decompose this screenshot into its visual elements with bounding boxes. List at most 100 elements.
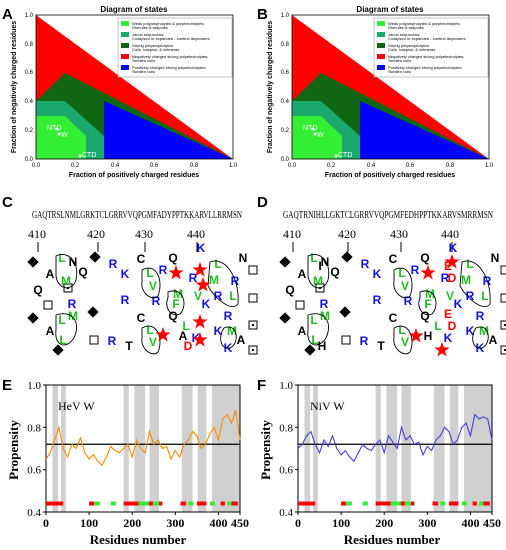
disorder-segment-green — [346, 501, 352, 506]
legend-text: Strong polyampholytes: — [388, 43, 430, 48]
disorder-segment-green — [138, 501, 149, 506]
residue-letter: R — [360, 334, 369, 348]
glycine-square — [63, 283, 73, 293]
residue-letter: C — [137, 252, 146, 266]
hca-plot: AQAQNACCTQQRKRKRKRRRKRKRRKRLNMLMLLVLVMFL… — [27, 241, 258, 356]
acidic-star — [192, 314, 208, 329]
state-diagram-a: Diagram of states 0.0 0.2 0.4 0.6 0.8 1.… — [11, 5, 238, 179]
legend-text: Swollen coils — [132, 69, 155, 74]
residue-letter: N — [239, 251, 248, 265]
hydrophobic-cluster-outline — [220, 326, 237, 349]
residue-letter: M — [173, 287, 183, 301]
x-tick-label: 0.8 — [446, 163, 455, 169]
disorder-segment-red — [231, 501, 238, 506]
residue-letter: M — [479, 324, 489, 338]
point-w — [57, 132, 61, 136]
residue-letter: E — [444, 307, 452, 321]
point-label-w: W — [317, 132, 324, 139]
x-tick-label: 0.4 — [367, 163, 376, 169]
residue-letter: M — [209, 273, 219, 287]
glycine-square — [500, 345, 506, 355]
legend-swatch — [377, 65, 385, 70]
acidic-star — [155, 327, 171, 342]
hydrophobic-cluster-outline — [418, 290, 437, 316]
state-points: NTD W CTD — [47, 125, 96, 159]
disorder-segment-red — [158, 501, 163, 506]
disorder-segment-green — [479, 501, 484, 506]
glycine-square — [315, 283, 325, 293]
residue-letter: R — [224, 309, 233, 323]
x-tick-label: 0.4 — [111, 163, 120, 169]
residue-letter: M — [320, 309, 330, 323]
proline-diamond — [304, 344, 316, 356]
state-diagram-title: Diagram of states — [356, 5, 424, 14]
residue-letter: K — [202, 297, 211, 311]
legend-text: Globules & tadpoles — [388, 25, 424, 30]
glycine-square — [500, 320, 506, 330]
shaded-region — [313, 385, 318, 512]
region-weak — [292, 116, 342, 159]
y-tick-label: 0.4 — [27, 507, 41, 519]
chart-annotation: NiV W — [310, 399, 345, 413]
x-tick-label: 0.0 — [32, 163, 41, 169]
legend: Weak polyampholytes & polyelectrolytes: … — [117, 17, 233, 78]
legend-text: Weak polyampholytes & polyelectrolytes: — [388, 21, 461, 26]
hydrophobic-cluster-outline — [393, 267, 413, 299]
x-tick-label: 0.6 — [150, 163, 159, 169]
residue-letter: R — [152, 294, 161, 308]
y-axis-label: Fraction of negatively charged residues — [267, 21, 274, 153]
residue-letter: M — [227, 324, 237, 338]
legend-text: Negatively charged strong polyelectrolyt… — [132, 54, 208, 59]
legend-text: Coils, hairpins, & chimeras — [132, 47, 179, 52]
residue-letter: F — [424, 297, 431, 311]
point-ntd — [311, 127, 315, 131]
y-tick-label: 0.6 — [27, 465, 41, 477]
legend-text: Globules & tadpoles — [132, 25, 168, 30]
residue-letter: R — [476, 309, 485, 323]
residue-letter: L — [146, 266, 153, 280]
x-tick-label: 1.0 — [229, 163, 238, 169]
residue-tick-label: 430 — [135, 227, 153, 241]
acidic-star — [408, 328, 424, 343]
panel-label-c: C — [2, 194, 13, 211]
x-tick-label: 400 — [209, 516, 227, 530]
residue-tick-label: 410 — [283, 227, 301, 241]
legend-swatch — [377, 54, 385, 59]
x-tick-label: 300 — [418, 516, 436, 530]
residue-letter: M — [68, 309, 78, 323]
hydrophobic-cluster-outline — [207, 260, 239, 307]
disorder-segment-green — [440, 501, 446, 506]
legend-text: Janus sequences: — [388, 32, 420, 37]
panel-label-e: E — [2, 377, 12, 394]
disorder-segment-red — [196, 501, 207, 506]
residue-letter: M — [313, 274, 323, 288]
glycine-square — [248, 320, 258, 330]
residue-letter: R — [108, 334, 117, 348]
proline-diamond — [27, 256, 39, 268]
x-tick-label: 100 — [332, 516, 350, 530]
x-tick-label: 0.8 — [190, 163, 199, 169]
legend-text: Swollen coils — [388, 69, 411, 74]
y-tick-label: 0.0 — [281, 157, 290, 163]
residue-letter: L — [398, 266, 405, 280]
y-tick-label: 0.2 — [25, 128, 34, 134]
legend-text: Strong polyampholytes: — [132, 43, 174, 48]
residue-tick-label: 420 — [87, 227, 105, 241]
hca-panel-d: GAQTRNIHLLGKTCLGRRVVQPGMFEDHPPTKKARVSMRR… — [279, 210, 506, 357]
residue-letter: L — [310, 251, 317, 265]
residue-letter: R — [441, 271, 450, 285]
point-w — [313, 132, 317, 136]
y-tick-label: 1.0 — [281, 13, 290, 19]
residue-letter: K — [121, 267, 130, 281]
x-axis-label: Fraction of positively charged residues — [69, 172, 199, 179]
serine-square — [504, 349, 506, 351]
residue-letter: N — [491, 251, 500, 265]
residue-tick-label: 410 — [28, 227, 46, 241]
glycine-square — [43, 300, 53, 310]
y-tick-label: 0.8 — [279, 422, 293, 434]
point-label-ntd: NTD — [47, 125, 61, 132]
region-positive — [104, 101, 233, 159]
residue-letter: H — [318, 339, 327, 353]
y-ticks: 0.0 0.2 0.4 0.6 0.8 1.0 — [281, 13, 290, 163]
x-tick-label: 300 — [166, 516, 184, 530]
